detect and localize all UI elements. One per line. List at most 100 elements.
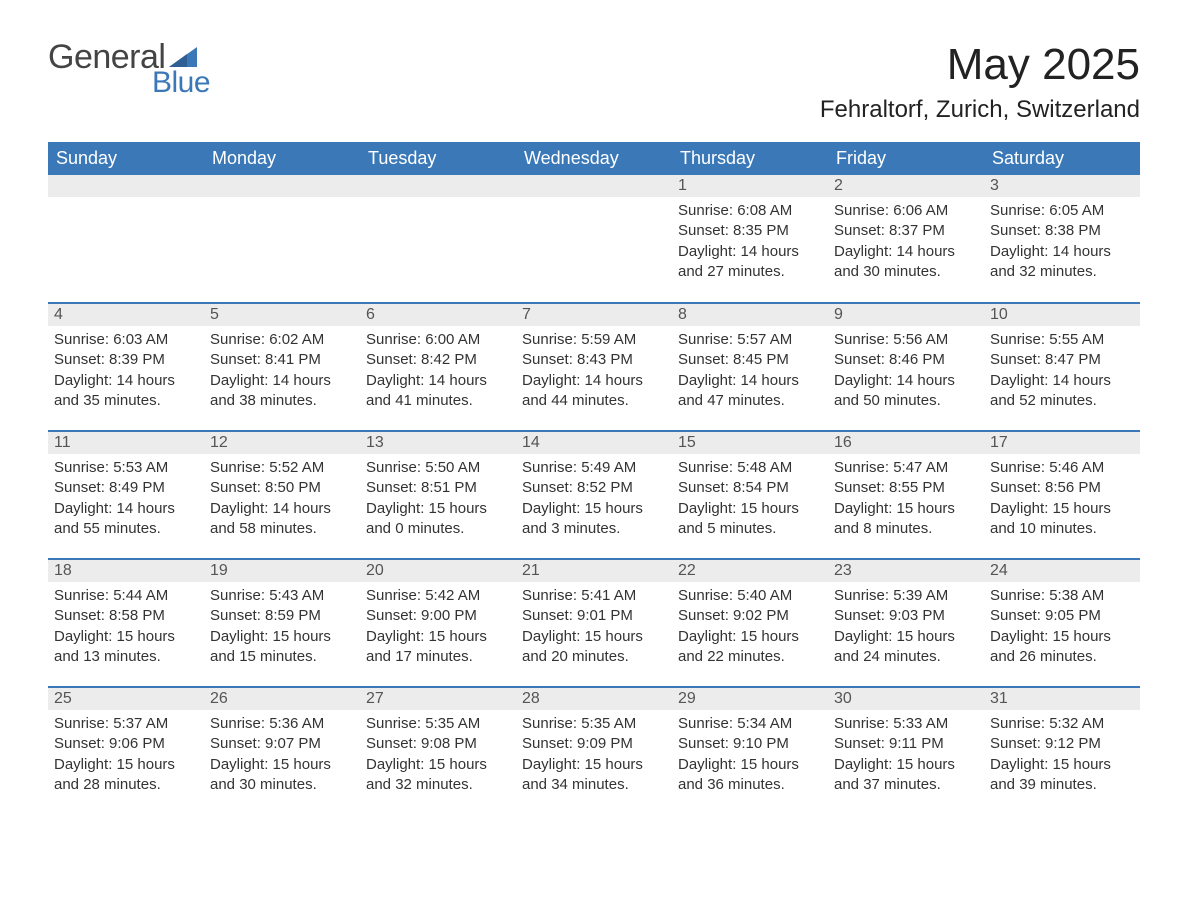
sunset-text: Sunset: 9:00 PM bbox=[366, 606, 510, 626]
calendar-day-cell: 31Sunrise: 5:32 AMSunset: 9:12 PMDayligh… bbox=[984, 687, 1140, 815]
calendar-week-row: 1Sunrise: 6:08 AMSunset: 8:35 PMDaylight… bbox=[48, 175, 1140, 303]
day-details: Sunrise: 5:42 AMSunset: 9:00 PMDaylight:… bbox=[360, 582, 516, 673]
calendar-day-cell: 28Sunrise: 5:35 AMSunset: 9:09 PMDayligh… bbox=[516, 687, 672, 815]
day-number: 23 bbox=[828, 560, 984, 582]
sunrise-text: Sunrise: 5:56 AM bbox=[834, 330, 978, 350]
day-details: Sunrise: 5:59 AMSunset: 8:43 PMDaylight:… bbox=[516, 326, 672, 417]
page-header: General Blue May 2025 Fehraltorf, Zurich… bbox=[48, 40, 1140, 124]
daylight-text: Daylight: 14 hours and 47 minutes. bbox=[678, 371, 822, 412]
day-details: Sunrise: 5:35 AMSunset: 9:08 PMDaylight:… bbox=[360, 710, 516, 801]
day-number: 31 bbox=[984, 688, 1140, 710]
sunrise-text: Sunrise: 5:32 AM bbox=[990, 714, 1134, 734]
location-subtitle: Fehraltorf, Zurich, Switzerland bbox=[820, 96, 1140, 124]
brand-triangle-icon bbox=[169, 47, 197, 67]
daylight-text: Daylight: 14 hours and 27 minutes. bbox=[678, 242, 822, 283]
calendar-day-cell: 3Sunrise: 6:05 AMSunset: 8:38 PMDaylight… bbox=[984, 175, 1140, 303]
day-details: Sunrise: 5:36 AMSunset: 9:07 PMDaylight:… bbox=[204, 710, 360, 801]
daylight-text: Daylight: 15 hours and 17 minutes. bbox=[366, 627, 510, 668]
day-details: Sunrise: 5:39 AMSunset: 9:03 PMDaylight:… bbox=[828, 582, 984, 673]
day-number: 13 bbox=[360, 432, 516, 454]
daylight-text: Daylight: 15 hours and 34 minutes. bbox=[522, 755, 666, 796]
sunrise-text: Sunrise: 5:42 AM bbox=[366, 586, 510, 606]
day-number: 22 bbox=[672, 560, 828, 582]
daylight-text: Daylight: 15 hours and 22 minutes. bbox=[678, 627, 822, 668]
page-title: May 2025 bbox=[820, 40, 1140, 90]
day-details: Sunrise: 5:53 AMSunset: 8:49 PMDaylight:… bbox=[48, 454, 204, 545]
day-number bbox=[516, 175, 672, 197]
daylight-text: Daylight: 15 hours and 28 minutes. bbox=[54, 755, 198, 796]
calendar-day-cell: 16Sunrise: 5:47 AMSunset: 8:55 PMDayligh… bbox=[828, 431, 984, 559]
sunrise-text: Sunrise: 6:08 AM bbox=[678, 201, 822, 221]
sunrise-text: Sunrise: 5:34 AM bbox=[678, 714, 822, 734]
sunrise-text: Sunrise: 6:00 AM bbox=[366, 330, 510, 350]
weekday-header-row: Sunday Monday Tuesday Wednesday Thursday… bbox=[48, 142, 1140, 175]
day-details: Sunrise: 5:50 AMSunset: 8:51 PMDaylight:… bbox=[360, 454, 516, 545]
day-details: Sunrise: 5:33 AMSunset: 9:11 PMDaylight:… bbox=[828, 710, 984, 801]
day-details bbox=[360, 197, 516, 207]
daylight-text: Daylight: 15 hours and 15 minutes. bbox=[210, 627, 354, 668]
calendar-day-cell: 19Sunrise: 5:43 AMSunset: 8:59 PMDayligh… bbox=[204, 559, 360, 687]
sunrise-text: Sunrise: 5:55 AM bbox=[990, 330, 1134, 350]
calendar-day-cell: 11Sunrise: 5:53 AMSunset: 8:49 PMDayligh… bbox=[48, 431, 204, 559]
calendar-day-cell bbox=[48, 175, 204, 303]
sunset-text: Sunset: 8:45 PM bbox=[678, 350, 822, 370]
calendar-day-cell: 22Sunrise: 5:40 AMSunset: 9:02 PMDayligh… bbox=[672, 559, 828, 687]
sunset-text: Sunset: 8:56 PM bbox=[990, 478, 1134, 498]
day-number: 12 bbox=[204, 432, 360, 454]
calendar-day-cell: 13Sunrise: 5:50 AMSunset: 8:51 PMDayligh… bbox=[360, 431, 516, 559]
sunset-text: Sunset: 8:38 PM bbox=[990, 221, 1134, 241]
sunset-text: Sunset: 8:41 PM bbox=[210, 350, 354, 370]
sunset-text: Sunset: 9:09 PM bbox=[522, 734, 666, 754]
day-number: 21 bbox=[516, 560, 672, 582]
sunrise-text: Sunrise: 5:48 AM bbox=[678, 458, 822, 478]
daylight-text: Daylight: 14 hours and 41 minutes. bbox=[366, 371, 510, 412]
sunset-text: Sunset: 8:54 PM bbox=[678, 478, 822, 498]
weekday-header: Wednesday bbox=[516, 142, 672, 175]
day-number: 20 bbox=[360, 560, 516, 582]
calendar-week-row: 25Sunrise: 5:37 AMSunset: 9:06 PMDayligh… bbox=[48, 687, 1140, 815]
sunrise-text: Sunrise: 5:36 AM bbox=[210, 714, 354, 734]
weekday-header: Thursday bbox=[672, 142, 828, 175]
day-details: Sunrise: 5:32 AMSunset: 9:12 PMDaylight:… bbox=[984, 710, 1140, 801]
sunrise-text: Sunrise: 5:52 AM bbox=[210, 458, 354, 478]
calendar-week-row: 4Sunrise: 6:03 AMSunset: 8:39 PMDaylight… bbox=[48, 303, 1140, 431]
calendar-day-cell bbox=[516, 175, 672, 303]
day-details: Sunrise: 5:46 AMSunset: 8:56 PMDaylight:… bbox=[984, 454, 1140, 545]
day-number bbox=[360, 175, 516, 197]
day-number: 30 bbox=[828, 688, 984, 710]
calendar-day-cell: 25Sunrise: 5:37 AMSunset: 9:06 PMDayligh… bbox=[48, 687, 204, 815]
calendar-day-cell: 21Sunrise: 5:41 AMSunset: 9:01 PMDayligh… bbox=[516, 559, 672, 687]
daylight-text: Daylight: 15 hours and 32 minutes. bbox=[366, 755, 510, 796]
day-details: Sunrise: 5:34 AMSunset: 9:10 PMDaylight:… bbox=[672, 710, 828, 801]
daylight-text: Daylight: 15 hours and 36 minutes. bbox=[678, 755, 822, 796]
daylight-text: Daylight: 15 hours and 3 minutes. bbox=[522, 499, 666, 540]
day-number: 11 bbox=[48, 432, 204, 454]
sunset-text: Sunset: 9:11 PM bbox=[834, 734, 978, 754]
daylight-text: Daylight: 14 hours and 35 minutes. bbox=[54, 371, 198, 412]
day-details: Sunrise: 6:03 AMSunset: 8:39 PMDaylight:… bbox=[48, 326, 204, 417]
daylight-text: Daylight: 14 hours and 55 minutes. bbox=[54, 499, 198, 540]
calendar-day-cell: 1Sunrise: 6:08 AMSunset: 8:35 PMDaylight… bbox=[672, 175, 828, 303]
daylight-text: Daylight: 15 hours and 0 minutes. bbox=[366, 499, 510, 540]
daylight-text: Daylight: 14 hours and 32 minutes. bbox=[990, 242, 1134, 283]
day-number: 28 bbox=[516, 688, 672, 710]
sunset-text: Sunset: 8:51 PM bbox=[366, 478, 510, 498]
sunset-text: Sunset: 8:35 PM bbox=[678, 221, 822, 241]
day-details: Sunrise: 5:40 AMSunset: 9:02 PMDaylight:… bbox=[672, 582, 828, 673]
daylight-text: Daylight: 15 hours and 10 minutes. bbox=[990, 499, 1134, 540]
daylight-text: Daylight: 15 hours and 30 minutes. bbox=[210, 755, 354, 796]
calendar-day-cell: 2Sunrise: 6:06 AMSunset: 8:37 PMDaylight… bbox=[828, 175, 984, 303]
weekday-header: Saturday bbox=[984, 142, 1140, 175]
daylight-text: Daylight: 15 hours and 8 minutes. bbox=[834, 499, 978, 540]
calendar-day-cell: 7Sunrise: 5:59 AMSunset: 8:43 PMDaylight… bbox=[516, 303, 672, 431]
day-details bbox=[48, 197, 204, 207]
sunrise-text: Sunrise: 5:59 AM bbox=[522, 330, 666, 350]
calendar-day-cell: 8Sunrise: 5:57 AMSunset: 8:45 PMDaylight… bbox=[672, 303, 828, 431]
day-number: 3 bbox=[984, 175, 1140, 197]
calendar-day-cell bbox=[204, 175, 360, 303]
sunrise-text: Sunrise: 5:39 AM bbox=[834, 586, 978, 606]
day-number: 17 bbox=[984, 432, 1140, 454]
daylight-text: Daylight: 14 hours and 50 minutes. bbox=[834, 371, 978, 412]
sunrise-text: Sunrise: 5:49 AM bbox=[522, 458, 666, 478]
sunrise-text: Sunrise: 5:47 AM bbox=[834, 458, 978, 478]
